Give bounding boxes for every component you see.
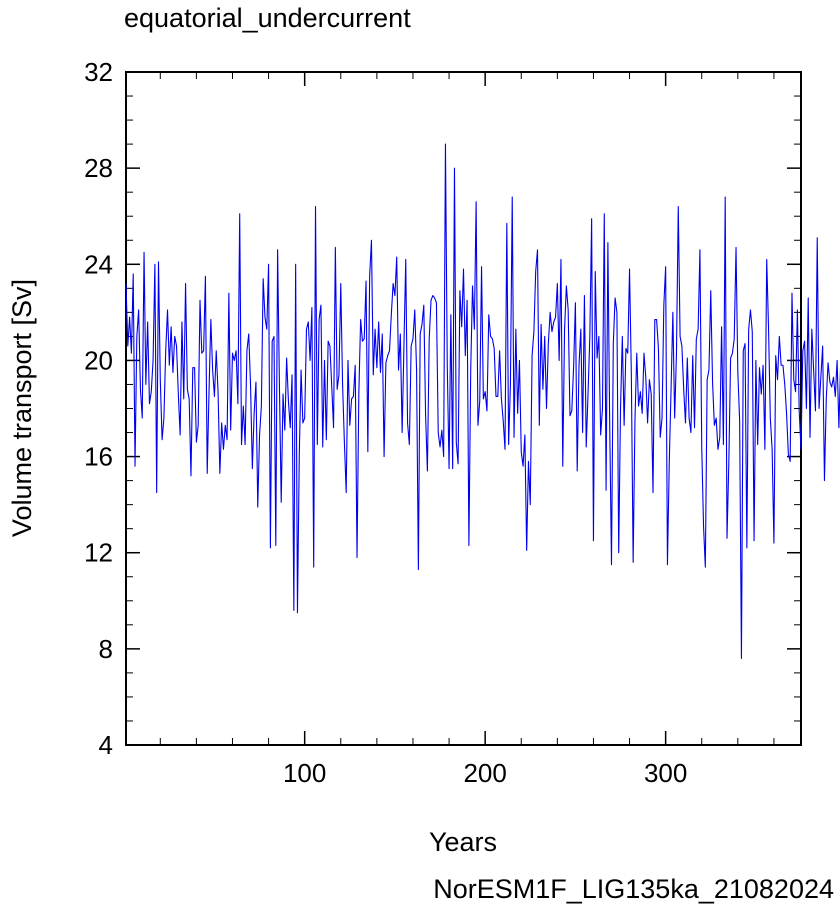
y-axis-label: Volume transport [Sv] [7, 279, 37, 537]
y-tick-label: 20 [84, 345, 113, 375]
x-tick-label: 300 [644, 758, 687, 788]
y-tick-label: 16 [84, 442, 113, 472]
x-tick-label: 200 [463, 758, 506, 788]
y-tick-label: 8 [99, 634, 113, 664]
y-tick-label: 24 [84, 249, 113, 279]
y-tick-label: 12 [84, 538, 113, 568]
x-tick-label: 100 [283, 758, 326, 788]
y-tick-label: 32 [84, 57, 113, 87]
chart-title: equatorial_undercurrent [124, 3, 411, 33]
plot-area: 4 8 12 16 20 24 28 32 100 200 300 [84, 57, 840, 788]
series-line [125, 143, 840, 660]
run-id-footer: NorESM1F_LIG135ka_21082024 [433, 874, 834, 904]
y-tick-label: 4 [99, 730, 113, 760]
x-axis-ticks: 100 200 300 [283, 72, 687, 788]
x-axis-label: Years [429, 827, 497, 857]
y-tick-label: 28 [84, 153, 113, 183]
minor-ticks [126, 72, 801, 745]
y-axis-ticks: 4 8 12 16 20 24 28 32 [84, 57, 801, 760]
